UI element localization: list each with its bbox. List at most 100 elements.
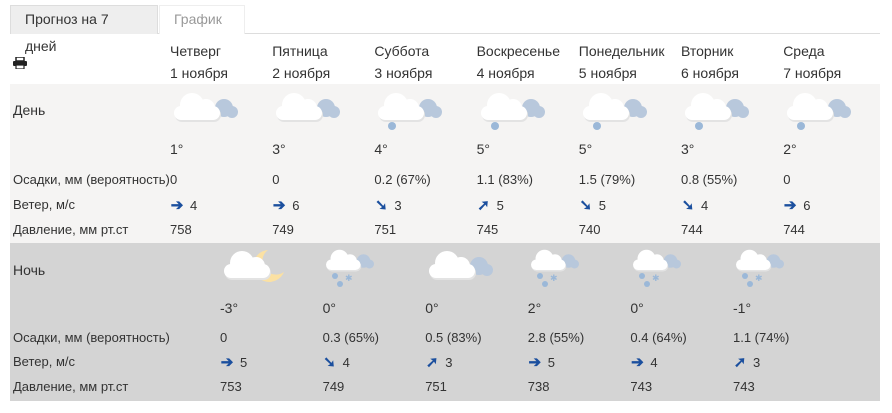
wind: ➔ 6 — [783, 196, 811, 214]
wind: ➔ 4 — [170, 196, 198, 214]
wind-east-arrow-icon: ➔ — [528, 354, 542, 371]
wind: ➔ 4 — [630, 353, 658, 371]
pressure: 758 — [170, 222, 192, 237]
precipitation: 1.1 (74%) — [733, 330, 790, 345]
cloudy-light-rain-icon — [480, 93, 545, 130]
wind-speed: 4 — [650, 354, 658, 370]
date: 5 ноября — [578, 65, 637, 81]
wind-southeast-arrow-icon: ➘ — [375, 197, 388, 214]
wind-speed: 4 — [701, 197, 709, 213]
temperature: 4° — [374, 141, 388, 157]
cloudy-light-rain-icon — [685, 93, 749, 130]
precipitation: 0.3 (65%) — [322, 330, 379, 345]
wind: ➚ 3 — [425, 353, 453, 371]
tab-chart[interactable]: График — [159, 5, 245, 34]
precipitation: 0.5 (83%) — [425, 330, 482, 345]
pressure: 751 — [425, 379, 447, 394]
pressure: 740 — [578, 222, 601, 237]
cloudy-light-rain-icon — [582, 93, 647, 130]
date: 1 ноября — [170, 65, 229, 81]
tab-7-day-forecast[interactable]: Прогноз на 7 дней — [10, 5, 158, 54]
wind-speed: 3 — [753, 354, 761, 370]
cloudy-light-rain-icon — [787, 93, 852, 130]
day-pressure-label: Давление, мм рт.ст — [13, 222, 129, 237]
svg-text:✱: ✱ — [755, 273, 763, 283]
wind: ➔ 5 — [528, 353, 556, 371]
wind-east-arrow-icon: ➔ — [170, 197, 184, 214]
wind-east-arrow-icon: ➔ — [220, 354, 234, 371]
precipitation: 0.8 (55%) — [681, 172, 738, 187]
rain-snow-icon: ✱ — [736, 249, 784, 287]
precipitation: 0.4 (64%) — [630, 330, 687, 345]
pressure: 738 — [527, 379, 550, 394]
precipitation: 0 — [783, 172, 791, 187]
wind-speed: 6 — [803, 197, 811, 213]
cloudy-icon — [429, 251, 494, 280]
svg-text:✱: ✱ — [550, 273, 558, 283]
precipitation: 0 — [170, 172, 178, 187]
temperature: 0° — [322, 300, 336, 316]
night-wind-label: Ветер, м/с — [13, 354, 76, 369]
precipitation: 2.8 (55%) — [527, 330, 585, 345]
temperature: 5° — [578, 141, 593, 157]
day-precip-label: Осадки, мм (вероятность) — [13, 172, 170, 187]
wind-speed: 3 — [445, 354, 453, 370]
temperature: 0° — [630, 300, 644, 316]
wind-northeast-arrow-icon: ➚ — [733, 354, 747, 371]
date: 3 ноября — [374, 65, 433, 81]
temperature: 5° — [476, 141, 490, 157]
cloud-moon-icon — [224, 250, 284, 282]
pressure: 749 — [322, 379, 345, 394]
wind: ➚ 3 — [733, 353, 761, 371]
pressure: 743 — [733, 379, 755, 394]
weekday: Четверг — [170, 43, 222, 59]
wind-southeast-arrow-icon: ➘ — [681, 197, 695, 214]
wind-speed: 6 — [292, 197, 300, 213]
precipitation: 1.1 (83%) — [476, 172, 533, 187]
wind-speed: 3 — [394, 197, 402, 213]
precipitation: 0 — [272, 172, 280, 187]
night-pressure-label: Давление, мм рт.ст — [13, 379, 129, 394]
wind-speed: 4 — [342, 354, 350, 370]
precipitation: 0.2 (67%) — [374, 172, 431, 187]
date: 4 ноября — [476, 65, 535, 81]
weekday: Воскресенье — [476, 43, 561, 59]
day-wind-label: Ветер, м/с — [13, 197, 76, 212]
night-precip-label: Осадки, мм (вероятность) — [13, 330, 170, 345]
wind-southeast-arrow-icon: ➘ — [323, 354, 336, 371]
wind-speed: 4 — [190, 197, 198, 213]
wind-northeast-arrow-icon: ➚ — [477, 197, 490, 214]
date: 2 ноября — [272, 65, 331, 81]
pressure: 751 — [374, 222, 397, 237]
temperature: 3° — [272, 141, 286, 157]
temperature: 1° — [170, 141, 184, 157]
night-label: Ночь — [13, 262, 46, 278]
rain-snow-icon: ✱ — [633, 249, 682, 287]
weekday: Суббота — [374, 43, 430, 59]
cloudy-light-rain-icon — [378, 93, 443, 130]
wind: ➔ 5 — [220, 353, 248, 371]
precipitation: 1.5 (79%) — [578, 172, 636, 187]
wind: ➘ 3 — [374, 196, 402, 214]
rain-snow-icon: ✱ — [530, 249, 579, 287]
temperature: 3° — [681, 141, 695, 157]
temperature: 0° — [425, 300, 439, 316]
weekday: Среда — [783, 43, 825, 59]
cloudy-icon — [174, 93, 238, 122]
wind-speed: 5 — [496, 197, 504, 213]
pressure: 744 — [681, 222, 703, 237]
printer-icon[interactable] — [13, 57, 27, 69]
temperature: -1° — [733, 300, 752, 316]
cloudy-icon — [276, 93, 341, 122]
wind-speed: 5 — [240, 354, 248, 370]
wind: ➘ 5 — [579, 196, 607, 214]
pressure: 749 — [272, 222, 294, 237]
wind: ➚ 5 — [477, 196, 504, 214]
date: 7 ноября — [783, 65, 842, 81]
pressure: 744 — [783, 222, 805, 237]
weekday: Пятница — [272, 43, 328, 59]
pressure: 743 — [630, 379, 653, 394]
day-label: День — [13, 102, 46, 118]
wind-southeast-arrow-icon: ➘ — [579, 197, 593, 214]
wind-speed: 5 — [547, 354, 556, 370]
